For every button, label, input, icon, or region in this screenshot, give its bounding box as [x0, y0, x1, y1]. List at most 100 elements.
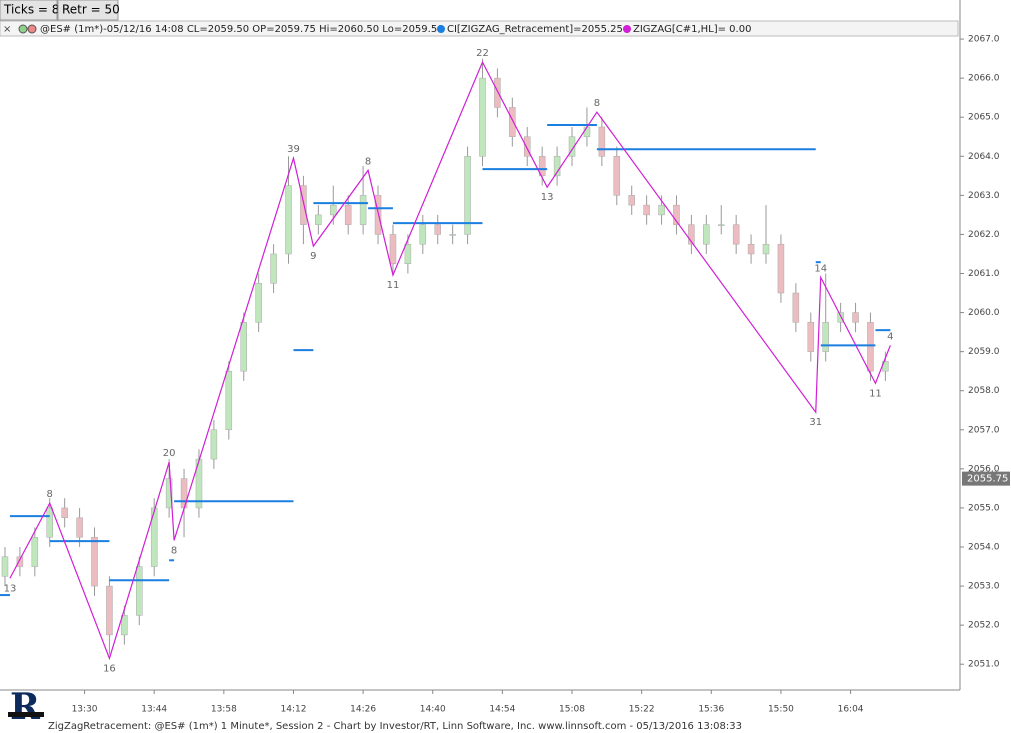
- candle-body: [330, 204, 337, 216]
- candle-body: [643, 204, 650, 216]
- candle-body: [136, 566, 143, 616]
- y-tick-label: 2062.0: [968, 230, 1000, 240]
- candle-body: [509, 107, 516, 137]
- x-tick-label: 14:26: [350, 705, 376, 715]
- x-tick-label: 14:54: [489, 705, 515, 715]
- candle-body: [225, 370, 233, 431]
- candle-body: [344, 204, 352, 225]
- retr-button[interactable]: [57, 0, 119, 21]
- candle-body: [852, 312, 859, 323]
- candle-body: [389, 234, 397, 264]
- candle-body: [240, 322, 247, 372]
- ticks-label: Ticks = 8: [3, 3, 59, 17]
- candle-body: [464, 156, 471, 235]
- y-tick-label: 2052.0: [968, 621, 1000, 631]
- pivot-label: 20: [163, 448, 176, 459]
- candle-body: [121, 615, 128, 636]
- candle-body: [419, 224, 427, 245]
- candle-body: [807, 322, 815, 352]
- candle-body: [703, 224, 710, 245]
- pivot-label: 39: [287, 144, 300, 155]
- indicator-dot: [437, 25, 445, 33]
- y-tick-label: 2053.0: [968, 582, 1000, 592]
- pivot-label: 8: [171, 545, 177, 556]
- candle-body: [31, 536, 39, 567]
- footer-text: ZigZagRetracement: @ES# (1m*) 1 Minute*,…: [48, 721, 742, 732]
- candle-body: [494, 77, 501, 108]
- y-tick-label: 2058.0: [968, 386, 1000, 396]
- candle-body: [583, 126, 591, 137]
- x-tick-label: 14:12: [281, 705, 307, 715]
- candle-body: [613, 156, 621, 196]
- candle-body: [210, 429, 218, 460]
- icon: [27, 24, 37, 34]
- x-tick-label: 13:44: [141, 705, 167, 715]
- svg-text:R: R: [10, 686, 41, 728]
- info-symbol: @ES# (1m*)-05/12/16 14:08 CL=2059.50 OP=…: [40, 24, 444, 35]
- candle-body: [165, 478, 173, 509]
- candle-body: [732, 224, 740, 245]
- candle-body: [837, 312, 844, 323]
- x-tick-label: 14:40: [420, 705, 446, 715]
- pivot-label: 16: [103, 663, 116, 674]
- info-bar: [0, 20, 959, 37]
- y-tick-label: 2064.0: [968, 152, 1000, 162]
- y-tick-label: 2067.0: [968, 35, 1000, 45]
- candle-body: [106, 585, 113, 636]
- y-tick-label: 2065.0: [968, 113, 1000, 123]
- icon: [18, 24, 28, 34]
- pivot-label: 9: [310, 251, 316, 262]
- zigzag-line: [9, 60, 891, 661]
- candle-body: [61, 507, 68, 518]
- ticks-button[interactable]: [0, 0, 58, 21]
- y-tick-label: 2063.0: [968, 191, 1000, 201]
- candle-body: [315, 214, 322, 225]
- x-tick-label: 15:08: [559, 705, 585, 715]
- pivot-label: 11: [869, 388, 882, 399]
- candle-body: [598, 126, 606, 157]
- candle-body: [1, 556, 9, 577]
- candle-body: [300, 185, 307, 225]
- pivot-label: 13: [541, 192, 554, 203]
- y-tick-label: 2051.0: [968, 660, 1000, 670]
- candle-body: [688, 224, 695, 245]
- pivot-label: 8: [365, 156, 371, 167]
- y-tick-label: 2055.0: [968, 503, 1000, 513]
- candle-body: [792, 292, 800, 323]
- retr-label: Retr = 50: [62, 3, 120, 17]
- x-tick-label: 15:36: [698, 705, 724, 715]
- candle-body: [76, 517, 83, 538]
- candle-body: [255, 283, 262, 323]
- y-tick-label: 2057.0: [968, 425, 1000, 435]
- pivot-label: 31: [809, 417, 822, 428]
- candle-body: [822, 322, 829, 352]
- x-tick-label: 15:22: [629, 705, 655, 715]
- y-tick-label: 2054.0: [968, 542, 1000, 552]
- pivot-label: 11: [387, 280, 400, 291]
- candle-body: [673, 204, 680, 225]
- candle-body: [434, 224, 441, 235]
- candle-body: [374, 195, 382, 235]
- x-tick-label: 13:30: [72, 705, 98, 715]
- x-tick-label: 13:58: [211, 705, 237, 715]
- candle-body: [777, 243, 785, 294]
- last-price-box: [962, 471, 1010, 486]
- pivot-label: 13: [4, 583, 17, 594]
- candle-body: [568, 136, 576, 157]
- x-tick-label: 15:50: [768, 705, 794, 715]
- close-icon[interactable]: ×: [3, 24, 11, 35]
- pivot-label: 4: [887, 331, 893, 342]
- candle-body: [91, 536, 98, 587]
- candle-body: [553, 156, 561, 177]
- candle-body: [359, 195, 367, 225]
- candle-body: [524, 136, 531, 157]
- candle-body: [285, 185, 292, 255]
- candle-body: [16, 556, 24, 567]
- candle-body: [150, 507, 158, 567]
- y-tick-label: 2060.0: [968, 308, 1000, 318]
- candle-body: [46, 507, 53, 538]
- candle-body: [404, 243, 412, 264]
- indicator-dot: [623, 25, 631, 33]
- y-tick-label: 2066.0: [968, 74, 1000, 84]
